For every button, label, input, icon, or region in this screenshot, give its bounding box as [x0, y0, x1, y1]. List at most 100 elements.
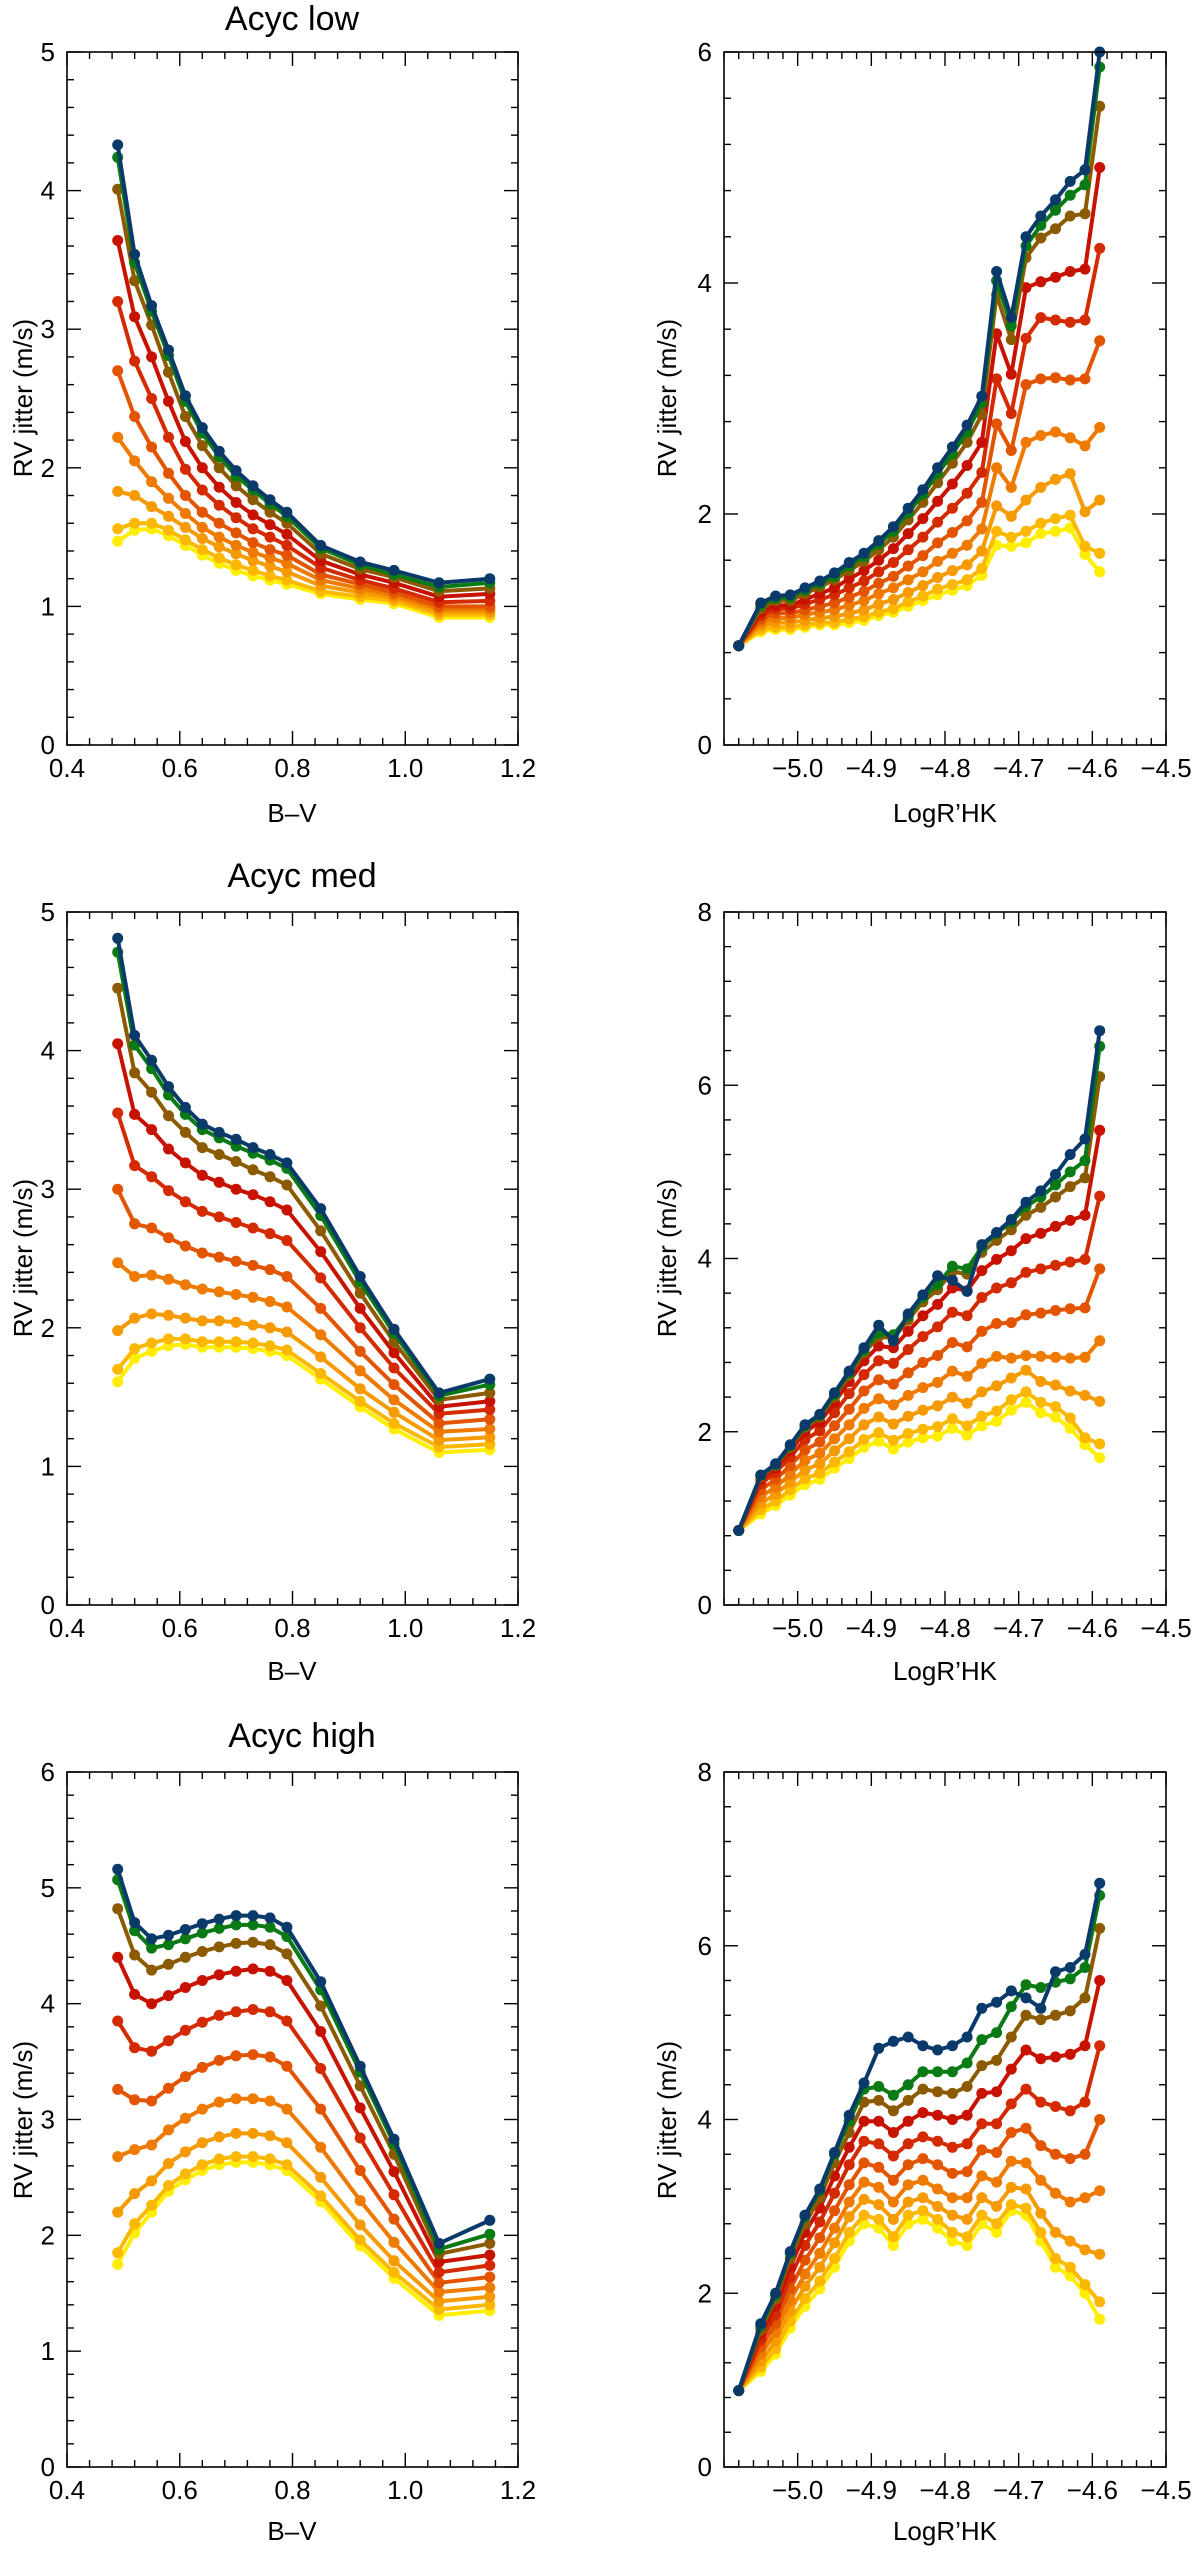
x-axis-label: B–V [267, 1656, 317, 1686]
x-tick-label: −4.8 [919, 1613, 970, 1643]
data-point [961, 2031, 973, 2043]
data-point [932, 1321, 944, 1333]
data-point [1020, 2122, 1032, 2134]
series-5 [112, 1183, 496, 1429]
data-point [179, 2146, 191, 2158]
data-point [264, 1228, 276, 1240]
data-point [230, 1910, 242, 1922]
data-point [1020, 1992, 1032, 2004]
series-10 [733, 46, 1106, 652]
data-point [1064, 189, 1076, 201]
data-point [1020, 2083, 1032, 2095]
data-point [112, 982, 124, 994]
data-point [991, 2118, 1003, 2130]
x-tick-label: −4.7 [993, 2475, 1044, 2505]
data-point [433, 2286, 445, 2298]
data-point [873, 1435, 885, 1447]
y-tick-label: 8 [698, 1757, 712, 1787]
data-point [843, 1433, 855, 1445]
y-axis-label: RV jitter (m/s) [652, 1179, 682, 1337]
data-point [112, 1038, 124, 1050]
data-point [247, 494, 259, 506]
data-point [991, 418, 1003, 430]
data-point [991, 373, 1003, 385]
data-point [230, 1183, 242, 1195]
data-point [1005, 1352, 1017, 1364]
data-point [315, 2063, 327, 2074]
x-tick-label: −5.0 [772, 2475, 823, 2505]
data-point [784, 1460, 796, 1471]
data-point [179, 521, 191, 533]
data-point [873, 2138, 885, 2150]
data-point [858, 1402, 870, 1414]
data-point [843, 2179, 855, 2191]
data-point [1079, 548, 1091, 560]
data-point [230, 2006, 242, 2018]
data-point [213, 1922, 225, 1934]
data-point [1050, 223, 1061, 235]
data-point [146, 351, 158, 363]
data-point [873, 2199, 885, 2211]
data-point [1035, 517, 1047, 529]
data-point [129, 311, 141, 323]
data-point [281, 1157, 293, 1169]
data-point [1050, 194, 1061, 206]
data-point [146, 1933, 158, 1945]
data-point [976, 2192, 988, 2204]
data-point [1005, 2199, 1017, 2211]
data-point [902, 1428, 914, 1439]
panel-acyc-med-logrhk: −5.0 −4.9 −4.8 −4.7 −4.6 −4.5 0 2 4 6 8 LogR’HK R… [652, 897, 1192, 1686]
data-point [1094, 1395, 1106, 1407]
data-point [932, 495, 944, 507]
tick-marks [66, 911, 519, 1606]
data-point [917, 1382, 929, 1394]
data-point [887, 2105, 899, 2117]
x-tick-label: 0.4 [49, 1613, 85, 1643]
data-point [917, 2174, 929, 2186]
data-point [843, 1388, 855, 1400]
data-point [1079, 1253, 1091, 1265]
series-3 [112, 2127, 496, 2307]
data-point [315, 2171, 327, 2183]
data-point [163, 1309, 174, 1321]
data-point [976, 1357, 988, 1369]
data-point [991, 1318, 1003, 1329]
data-point [991, 1227, 1003, 1238]
data-point [873, 2094, 885, 2106]
y-axis-label: RV jitter (m/s) [652, 319, 682, 477]
data-point [946, 547, 958, 559]
data-point [1050, 2009, 1061, 2021]
data-point [213, 1176, 225, 1188]
data-point [755, 2318, 767, 2330]
y-tick-labels: 0 1 2 3 4 5 [41, 37, 55, 760]
data-point [799, 582, 811, 594]
data-point [315, 1368, 327, 1379]
plot-frame [723, 911, 1167, 1606]
data-point [196, 1247, 208, 1259]
data-point [146, 393, 158, 404]
data-point [1020, 1350, 1032, 1361]
data-point [112, 1183, 124, 1195]
data-point [213, 1251, 225, 1263]
data-point [247, 2127, 259, 2139]
x-axis-label: B–V [267, 2516, 317, 2546]
data-point [932, 1298, 944, 1310]
data-point [858, 1419, 870, 1431]
data-point [961, 559, 973, 571]
x-tick-label: 0.8 [274, 2475, 310, 2505]
y-tick-label: 8 [698, 897, 712, 927]
series-line [115, 2160, 490, 2318]
data-point [799, 1454, 811, 1466]
data-point [1094, 547, 1106, 559]
data-point [230, 2050, 242, 2062]
data-point [213, 517, 225, 529]
data-point [961, 2138, 973, 2150]
data-point [976, 2170, 988, 2182]
data-point [1005, 1214, 1017, 1225]
x-tick-label: −4.6 [1067, 753, 1118, 783]
data-point [829, 2222, 840, 2234]
data-point [112, 1257, 124, 1269]
data-point [1005, 2063, 1017, 2075]
series-9 [112, 946, 496, 1402]
series-line [115, 1043, 491, 1409]
